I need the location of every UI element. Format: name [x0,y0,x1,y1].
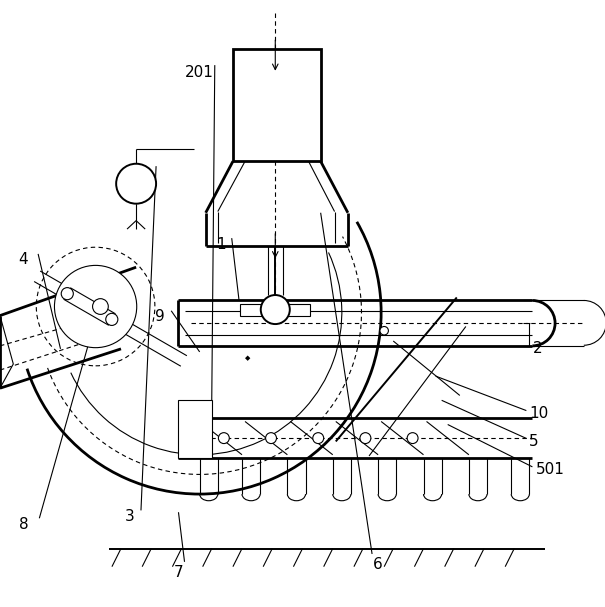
Text: 501: 501 [535,463,564,477]
Text: 7: 7 [174,565,183,580]
Circle shape [261,295,290,324]
Text: 10: 10 [529,406,549,421]
Text: 8: 8 [19,517,29,532]
Text: ◆: ◆ [246,355,250,361]
Bar [240,304,310,316]
Text: 4: 4 [18,253,28,268]
Text: 2: 2 [532,341,542,356]
Bar [178,400,212,458]
Circle shape [266,433,276,444]
Circle shape [93,299,108,314]
Circle shape [116,164,156,204]
Text: 5: 5 [529,434,539,449]
Bar [233,49,321,161]
Text: 201: 201 [185,65,214,80]
Circle shape [218,433,229,444]
Circle shape [360,433,371,444]
Circle shape [313,433,324,444]
Text: 1: 1 [216,237,226,252]
Circle shape [106,313,118,325]
Text: 3: 3 [125,509,135,524]
Text: 9: 9 [155,310,165,324]
Circle shape [54,265,137,348]
Polygon shape [64,288,115,325]
Circle shape [407,433,418,444]
Circle shape [380,327,388,335]
Text: 6: 6 [373,557,383,572]
Circle shape [61,288,73,300]
